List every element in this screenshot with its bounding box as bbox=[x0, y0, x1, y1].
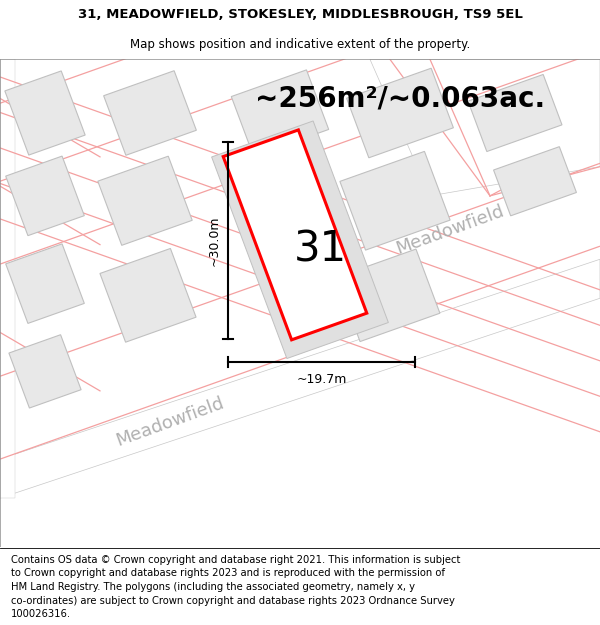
Polygon shape bbox=[336, 249, 440, 342]
Text: ~256m²/~0.063ac.: ~256m²/~0.063ac. bbox=[255, 84, 545, 112]
Text: to Crown copyright and database rights 2023 and is reproduced with the permissio: to Crown copyright and database rights 2… bbox=[11, 568, 445, 578]
Polygon shape bbox=[0, 59, 15, 498]
Text: ~19.7m: ~19.7m bbox=[296, 372, 347, 386]
Polygon shape bbox=[9, 335, 81, 408]
Polygon shape bbox=[340, 151, 450, 250]
Text: Meadowfield: Meadowfield bbox=[394, 202, 506, 258]
Polygon shape bbox=[347, 68, 454, 158]
Polygon shape bbox=[0, 259, 600, 498]
Text: Contains OS data © Crown copyright and database right 2021. This information is : Contains OS data © Crown copyright and d… bbox=[11, 555, 460, 565]
Text: 31: 31 bbox=[293, 229, 347, 271]
Polygon shape bbox=[5, 244, 85, 323]
Polygon shape bbox=[223, 130, 367, 340]
Polygon shape bbox=[104, 71, 196, 155]
Text: co-ordinates) are subject to Crown copyright and database rights 2023 Ordnance S: co-ordinates) are subject to Crown copyr… bbox=[11, 596, 455, 606]
Polygon shape bbox=[5, 156, 85, 236]
Text: Meadowfield: Meadowfield bbox=[113, 394, 227, 450]
Polygon shape bbox=[468, 74, 562, 151]
Polygon shape bbox=[494, 147, 577, 216]
Text: Map shows position and indicative extent of the property.: Map shows position and indicative extent… bbox=[130, 38, 470, 51]
Polygon shape bbox=[231, 70, 329, 156]
Polygon shape bbox=[98, 156, 192, 246]
Text: HM Land Registry. The polygons (including the associated geometry, namely x, y: HM Land Registry. The polygons (includin… bbox=[11, 582, 415, 592]
Text: ~30.0m: ~30.0m bbox=[208, 216, 221, 266]
Polygon shape bbox=[100, 249, 196, 342]
Text: 100026316.: 100026316. bbox=[11, 609, 71, 619]
Polygon shape bbox=[212, 121, 388, 359]
Polygon shape bbox=[5, 71, 85, 155]
Text: 31, MEADOWFIELD, STOKESLEY, MIDDLESBROUGH, TS9 5EL: 31, MEADOWFIELD, STOKESLEY, MIDDLESBROUG… bbox=[77, 8, 523, 21]
Polygon shape bbox=[370, 59, 600, 196]
